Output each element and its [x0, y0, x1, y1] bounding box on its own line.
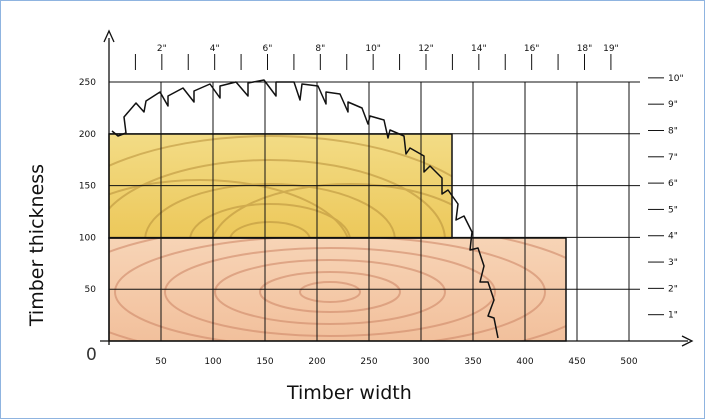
- wood-grain-upper: [109, 135, 452, 238]
- wood-grain-lower: [109, 238, 566, 341]
- x-mm-tick-label: 250: [360, 357, 377, 367]
- y-inch-tick-label: 7": [668, 153, 678, 163]
- x-mm-tick-label: 500: [620, 357, 637, 367]
- saw-blade-outline: [111, 79, 499, 339]
- y-inch-tick-label: 6": [668, 179, 678, 189]
- x-mm-tick-label: 150: [256, 357, 273, 367]
- x-inch-tick-label: 8": [315, 44, 325, 54]
- y-inch-tick-label: 10": [668, 74, 684, 84]
- x-inch-tick-label: 4": [210, 44, 220, 54]
- y-mm-tick-label: 100: [79, 233, 96, 243]
- y-mm-tick-label: 250: [79, 78, 96, 88]
- y-mm-tick-label: 150: [79, 182, 96, 192]
- x-inch-tick-label: 16": [524, 44, 540, 54]
- x-inch-tick-label: 10": [365, 44, 381, 54]
- y-axis-title: Timber thickness: [26, 163, 48, 327]
- y-mm-tick-label: 200: [79, 130, 96, 140]
- y-inch-tick-label: 4": [668, 232, 678, 242]
- x-inch-tick-label: 18": [577, 44, 593, 54]
- y-inch-tick-label: 9": [668, 100, 678, 110]
- x-mm-tick-label: 200: [308, 357, 325, 367]
- y-inch-tick-label: 3": [668, 258, 678, 268]
- y-axis-arrow: [103, 29, 115, 43]
- x-mm-tick-label: 300: [412, 357, 429, 367]
- x-inch-tick-label: 19": [603, 44, 619, 54]
- y-inch-tick-label: 8": [668, 126, 678, 136]
- x-axis-arrow: [681, 335, 694, 347]
- y-inch-tick-label: 5": [668, 205, 678, 215]
- x-inch-tick-label: 2": [157, 44, 167, 54]
- x-mm-tick-label: 50: [155, 357, 167, 367]
- y-mm-tick-label: 50: [85, 285, 97, 295]
- x-inch-tick-label: 6": [263, 44, 273, 54]
- x-axis-title: Timber width: [287, 382, 412, 404]
- x-mm-tick-label: 100: [204, 357, 221, 367]
- x-inch-tick-label: 12": [418, 44, 434, 54]
- x-mm-tick-label: 350: [464, 357, 481, 367]
- y-inch-tick-label: 2": [668, 284, 678, 294]
- x-mm-tick-label: 400: [516, 357, 533, 367]
- origin-label: 0: [86, 345, 97, 365]
- x-mm-tick-label: 450: [568, 357, 585, 367]
- y-inch-tick-label: 1": [668, 311, 678, 321]
- x-inch-tick-label: 14": [471, 44, 487, 54]
